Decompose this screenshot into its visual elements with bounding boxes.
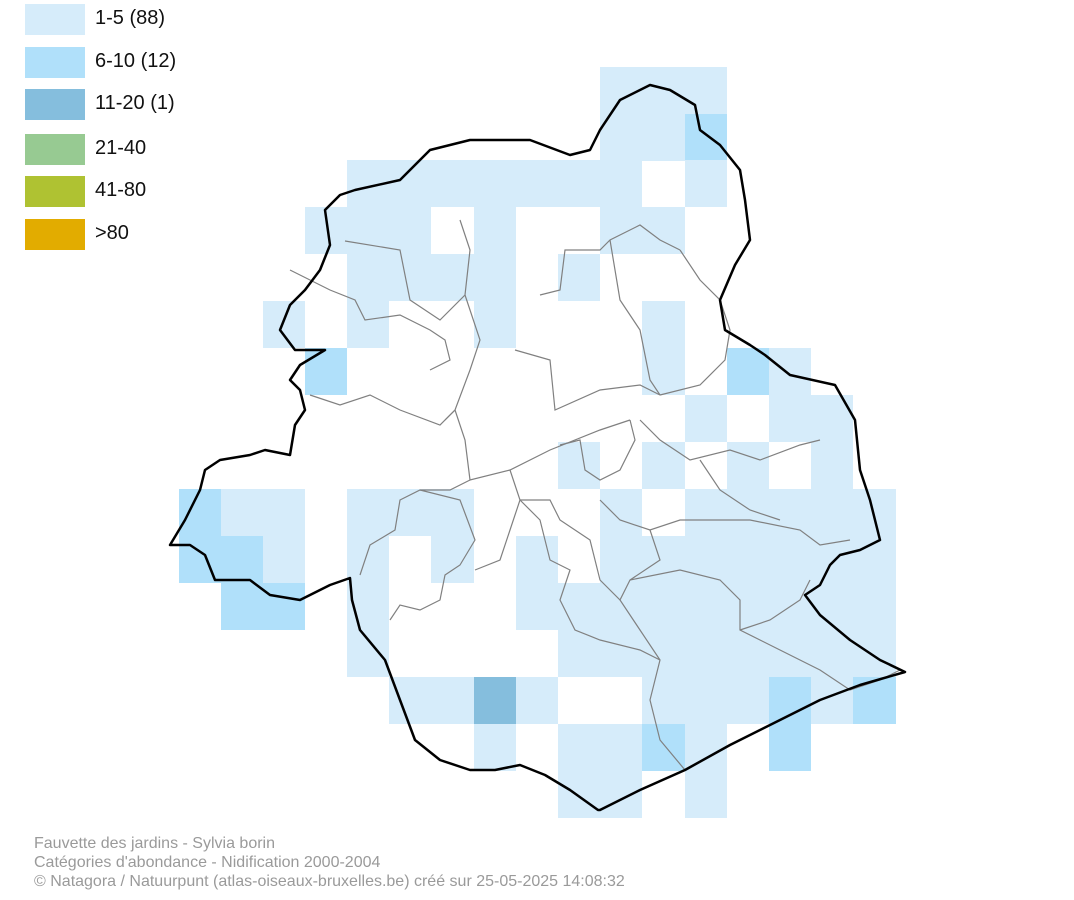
commune-line xyxy=(599,499,851,546)
grid-cell xyxy=(347,254,516,301)
grid-cell xyxy=(263,536,305,583)
commune-line xyxy=(344,219,471,321)
grid-cell xyxy=(685,160,727,207)
grid-cell xyxy=(600,67,727,114)
legend-swatch-6-10 xyxy=(25,47,85,78)
grid-cell xyxy=(727,348,769,395)
legend-item-11-20: 11-20 (1) xyxy=(25,89,285,120)
legend-item-over-80: >80 xyxy=(25,219,285,250)
grid-cell xyxy=(685,724,727,771)
legend-swatch-41-80 xyxy=(25,176,85,207)
commune-line xyxy=(739,579,811,631)
grid-cell xyxy=(769,724,811,771)
grid-cell xyxy=(600,207,685,254)
commune-line xyxy=(629,569,901,691)
grid-cell xyxy=(179,489,221,536)
grid-cell xyxy=(769,395,853,442)
commune-line xyxy=(389,489,476,621)
commune-line xyxy=(639,419,821,461)
grid-cell xyxy=(600,114,685,161)
commune-boundaries xyxy=(289,219,901,771)
grid-cell xyxy=(305,207,431,254)
commune-line xyxy=(309,394,456,426)
commune-line xyxy=(699,459,781,521)
grid-cell xyxy=(642,348,685,395)
commune-line xyxy=(359,479,471,576)
region-outline xyxy=(168,83,907,812)
grid-cell xyxy=(769,583,896,630)
grid-cell xyxy=(558,724,642,771)
commune-line xyxy=(289,269,451,371)
commune-line xyxy=(609,239,661,396)
grid-cell xyxy=(474,301,516,348)
grid-cell xyxy=(474,677,516,724)
grid-cell xyxy=(431,536,474,583)
legend-item-21-40: 21-40 xyxy=(25,134,285,165)
legend-label-41-80: 41-80 xyxy=(95,179,147,201)
grid-cell xyxy=(221,489,305,536)
commune-line xyxy=(659,249,731,396)
grid-cells xyxy=(179,67,896,818)
commune-line xyxy=(559,419,636,481)
legend-label-1-5: 1-5 (88) xyxy=(95,7,166,29)
grid-cell xyxy=(558,254,600,301)
grid-cell xyxy=(600,489,642,536)
grid-cell xyxy=(811,442,853,489)
map-credits: Fauvette des jardins - Sylvia borin Caté… xyxy=(34,834,625,891)
legend-swatch-over-80 xyxy=(25,219,85,250)
grid-cell xyxy=(685,489,896,536)
commune-line xyxy=(454,409,631,481)
grid-cell xyxy=(263,301,305,348)
grid-cell xyxy=(769,348,811,395)
grid-cell xyxy=(685,771,727,818)
grid-cell xyxy=(516,536,558,583)
grid-cell xyxy=(600,536,853,583)
grid-cell xyxy=(474,207,516,254)
species-name: Fauvette des jardins - Sylvia borin xyxy=(34,835,275,852)
grid-cell xyxy=(305,348,347,395)
grid-cell xyxy=(389,677,474,724)
grid-cell xyxy=(558,630,896,677)
legend-swatch-21-40 xyxy=(25,134,85,165)
legend-label-over-80: >80 xyxy=(95,222,129,244)
commune-line xyxy=(514,349,661,411)
grid-cell xyxy=(642,677,769,724)
grid-cell xyxy=(347,489,474,536)
commune-line xyxy=(520,499,621,601)
grid-cell xyxy=(347,536,389,583)
legend-label-6-10: 6-10 (12) xyxy=(95,50,177,72)
legend-item-41-80: 41-80 xyxy=(25,176,285,207)
legend-item-1-5: 1-5 (88) xyxy=(25,4,285,35)
grid-cell xyxy=(474,724,516,771)
legend-label-11-20: 11-20 (1) xyxy=(95,92,175,114)
grid-cell xyxy=(347,301,389,348)
grid-cell xyxy=(642,301,685,348)
legend-swatch-1-5 xyxy=(25,4,85,35)
abundance-category: Catégories d'abondance - Nidification 20… xyxy=(34,854,381,871)
commune-line xyxy=(539,224,681,296)
grid-cell xyxy=(347,630,389,677)
grid-cell xyxy=(642,724,685,771)
grid-cell xyxy=(516,583,769,630)
grid-cell xyxy=(347,160,642,207)
grid-cell xyxy=(769,677,811,724)
copyright-line: © Natagora / Natuurpunt (atlas-oiseaux-b… xyxy=(34,873,625,890)
commune-line xyxy=(519,499,661,661)
legend-swatch-11-20 xyxy=(25,89,85,120)
grid-cell xyxy=(179,536,263,583)
commune-line xyxy=(474,469,521,571)
legend-item-6-10: 6-10 (12) xyxy=(25,47,285,78)
grid-cell xyxy=(685,395,727,442)
commune-line xyxy=(619,529,686,771)
grid-cell xyxy=(642,442,685,489)
grid-cell xyxy=(558,442,600,489)
grid-cell xyxy=(727,442,769,489)
grid-cell xyxy=(516,677,558,724)
grid-cell xyxy=(685,114,727,161)
legend-label-21-40: 21-40 xyxy=(95,137,147,159)
